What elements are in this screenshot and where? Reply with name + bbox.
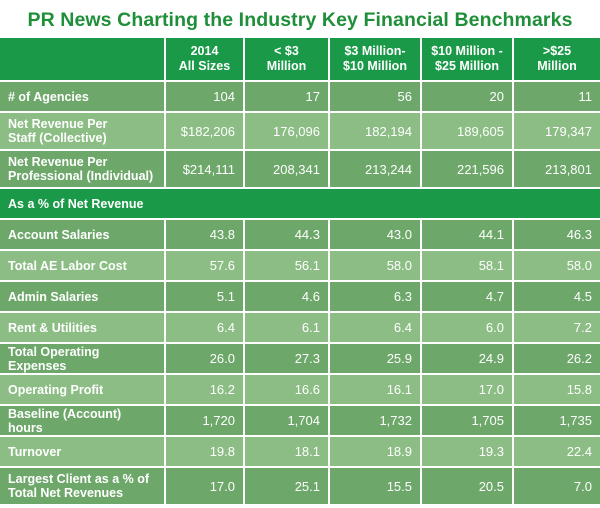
table-cell: 1,705 xyxy=(422,406,514,437)
table-cell: 57.6 xyxy=(166,251,245,282)
table-cell: 56 xyxy=(330,82,422,113)
table-row: Largest Client as a % of Total Net Reven… xyxy=(0,468,600,506)
table-row: # of Agencies 104 17 56 20 11 xyxy=(0,82,600,113)
table-cell: 213,244 xyxy=(330,151,422,189)
table-cell: 17 xyxy=(245,82,330,113)
table-cell: 4.5 xyxy=(514,282,600,313)
table-cell: 6.4 xyxy=(166,313,245,344)
row-label: Admin Salaries xyxy=(0,282,166,313)
table-row: Total Operating Expenses 26.0 27.3 25.9 24.9… xyxy=(0,344,600,375)
table-cell: 26.2 xyxy=(514,344,600,375)
table-cell: 27.3 xyxy=(245,344,330,375)
table-row: Net Revenue Per Staff (Collective) $182,2… xyxy=(0,113,600,151)
table-cell: 16.1 xyxy=(330,375,422,406)
row-label: Net Revenue Per Staff (Collective) xyxy=(0,113,166,151)
row-label: Turnover xyxy=(0,437,166,468)
table-cell: 6.3 xyxy=(330,282,422,313)
row-label: Total Operating Expenses xyxy=(0,344,166,375)
table-cell: 1,720 xyxy=(166,406,245,437)
table-cell: 20 xyxy=(422,82,514,113)
column-header-over-25m: >$25 Million xyxy=(514,38,600,82)
table-cell: 7.2 xyxy=(514,313,600,344)
table-row: Net Revenue Per Professional (Individual… xyxy=(0,151,600,189)
column-header-10m-25m: $10 Million - $25 Million xyxy=(422,38,514,82)
table-row: Account Salaries 43.8 44.3 43.0 44.1 46.3 xyxy=(0,220,600,251)
table-cell: 58.1 xyxy=(422,251,514,282)
table-cell: 4.7 xyxy=(422,282,514,313)
table-cell: 18.1 xyxy=(245,437,330,468)
table-cell: $182,206 xyxy=(166,113,245,151)
table-cell: 221,596 xyxy=(422,151,514,189)
table-cell: 25.1 xyxy=(245,468,330,506)
table-cell: 17.0 xyxy=(166,468,245,506)
header-corner xyxy=(0,38,166,82)
table-cell: 25.9 xyxy=(330,344,422,375)
table-row: Turnover 19.8 18.1 18.9 19.3 22.4 xyxy=(0,437,600,468)
table-cell: 5.1 xyxy=(166,282,245,313)
table-cell: 56.1 xyxy=(245,251,330,282)
table-cell: 58.0 xyxy=(514,251,600,282)
table-cell: 24.9 xyxy=(422,344,514,375)
row-label: Baseline (Account) hours xyxy=(0,406,166,437)
table-cell: 18.9 xyxy=(330,437,422,468)
table-cell: 16.2 xyxy=(166,375,245,406)
table-cell: 1,735 xyxy=(514,406,600,437)
table-cell: 176,096 xyxy=(245,113,330,151)
page-title: PR News Charting the Industry Key Financ… xyxy=(27,9,573,31)
table-cell: 208,341 xyxy=(245,151,330,189)
table-cell: 6.0 xyxy=(422,313,514,344)
header-row: 2014 All Sizes < $3 Million $3 Million- … xyxy=(0,38,600,82)
table-cell: 16.6 xyxy=(245,375,330,406)
table-cell: 189,605 xyxy=(422,113,514,151)
table-row: Total AE Labor Cost 57.6 56.1 58.0 58.1 58.0 xyxy=(0,251,600,282)
table-cell: $214,111 xyxy=(166,151,245,189)
table-cell: 11 xyxy=(514,82,600,113)
row-label: Largest Client as a % of Total Net Reven… xyxy=(0,468,166,506)
table-cell: 7.0 xyxy=(514,468,600,506)
row-label: Rent & Utilities xyxy=(0,313,166,344)
table-cell: 15.5 xyxy=(330,468,422,506)
table-cell: 17.0 xyxy=(422,375,514,406)
table-cell: 19.3 xyxy=(422,437,514,468)
row-label: Account Salaries xyxy=(0,220,166,251)
table-cell: 6.4 xyxy=(330,313,422,344)
column-header-all-sizes: 2014 All Sizes xyxy=(166,38,245,82)
benchmarks-table: 2014 All Sizes < $3 Million $3 Million- … xyxy=(0,38,600,506)
table-cell: 20.5 xyxy=(422,468,514,506)
table-cell: 43.0 xyxy=(330,220,422,251)
row-label: # of Agencies xyxy=(0,82,166,113)
table-cell: 19.8 xyxy=(166,437,245,468)
table-cell: 22.4 xyxy=(514,437,600,468)
table-cell: 58.0 xyxy=(330,251,422,282)
table-row: Rent & Utilities 6.4 6.1 6.4 6.0 7.2 xyxy=(0,313,600,344)
row-label: Net Revenue Per Professional (Individual… xyxy=(0,151,166,189)
column-header-under-3m: < $3 Million xyxy=(245,38,330,82)
table-cell: 182,194 xyxy=(330,113,422,151)
section-label: As a % of Net Revenue xyxy=(0,189,600,220)
row-label: Total AE Labor Cost xyxy=(0,251,166,282)
table-row: Operating Profit 16.2 16.6 16.1 17.0 15.8 xyxy=(0,375,600,406)
table-cell: 104 xyxy=(166,82,245,113)
table-row: Baseline (Account) hours 1,720 1,704 1,732 1… xyxy=(0,406,600,437)
table-cell: 44.1 xyxy=(422,220,514,251)
table-row: Admin Salaries 5.1 4.6 6.3 4.7 4.5 xyxy=(0,282,600,313)
table-cell: 1,704 xyxy=(245,406,330,437)
table-cell: 26.0 xyxy=(166,344,245,375)
table-cell: 179,347 xyxy=(514,113,600,151)
table-cell: 4.6 xyxy=(245,282,330,313)
table-cell: 213,801 xyxy=(514,151,600,189)
section-header-row: As a % of Net Revenue xyxy=(0,189,600,220)
table-cell: 1,732 xyxy=(330,406,422,437)
table-cell: 15.8 xyxy=(514,375,600,406)
column-header-3m-10m: $3 Million- $10 Million xyxy=(330,38,422,82)
row-label: Operating Profit xyxy=(0,375,166,406)
table-cell: 43.8 xyxy=(166,220,245,251)
table-cell: 44.3 xyxy=(245,220,330,251)
table-cell: 6.1 xyxy=(245,313,330,344)
table-cell: 46.3 xyxy=(514,220,600,251)
